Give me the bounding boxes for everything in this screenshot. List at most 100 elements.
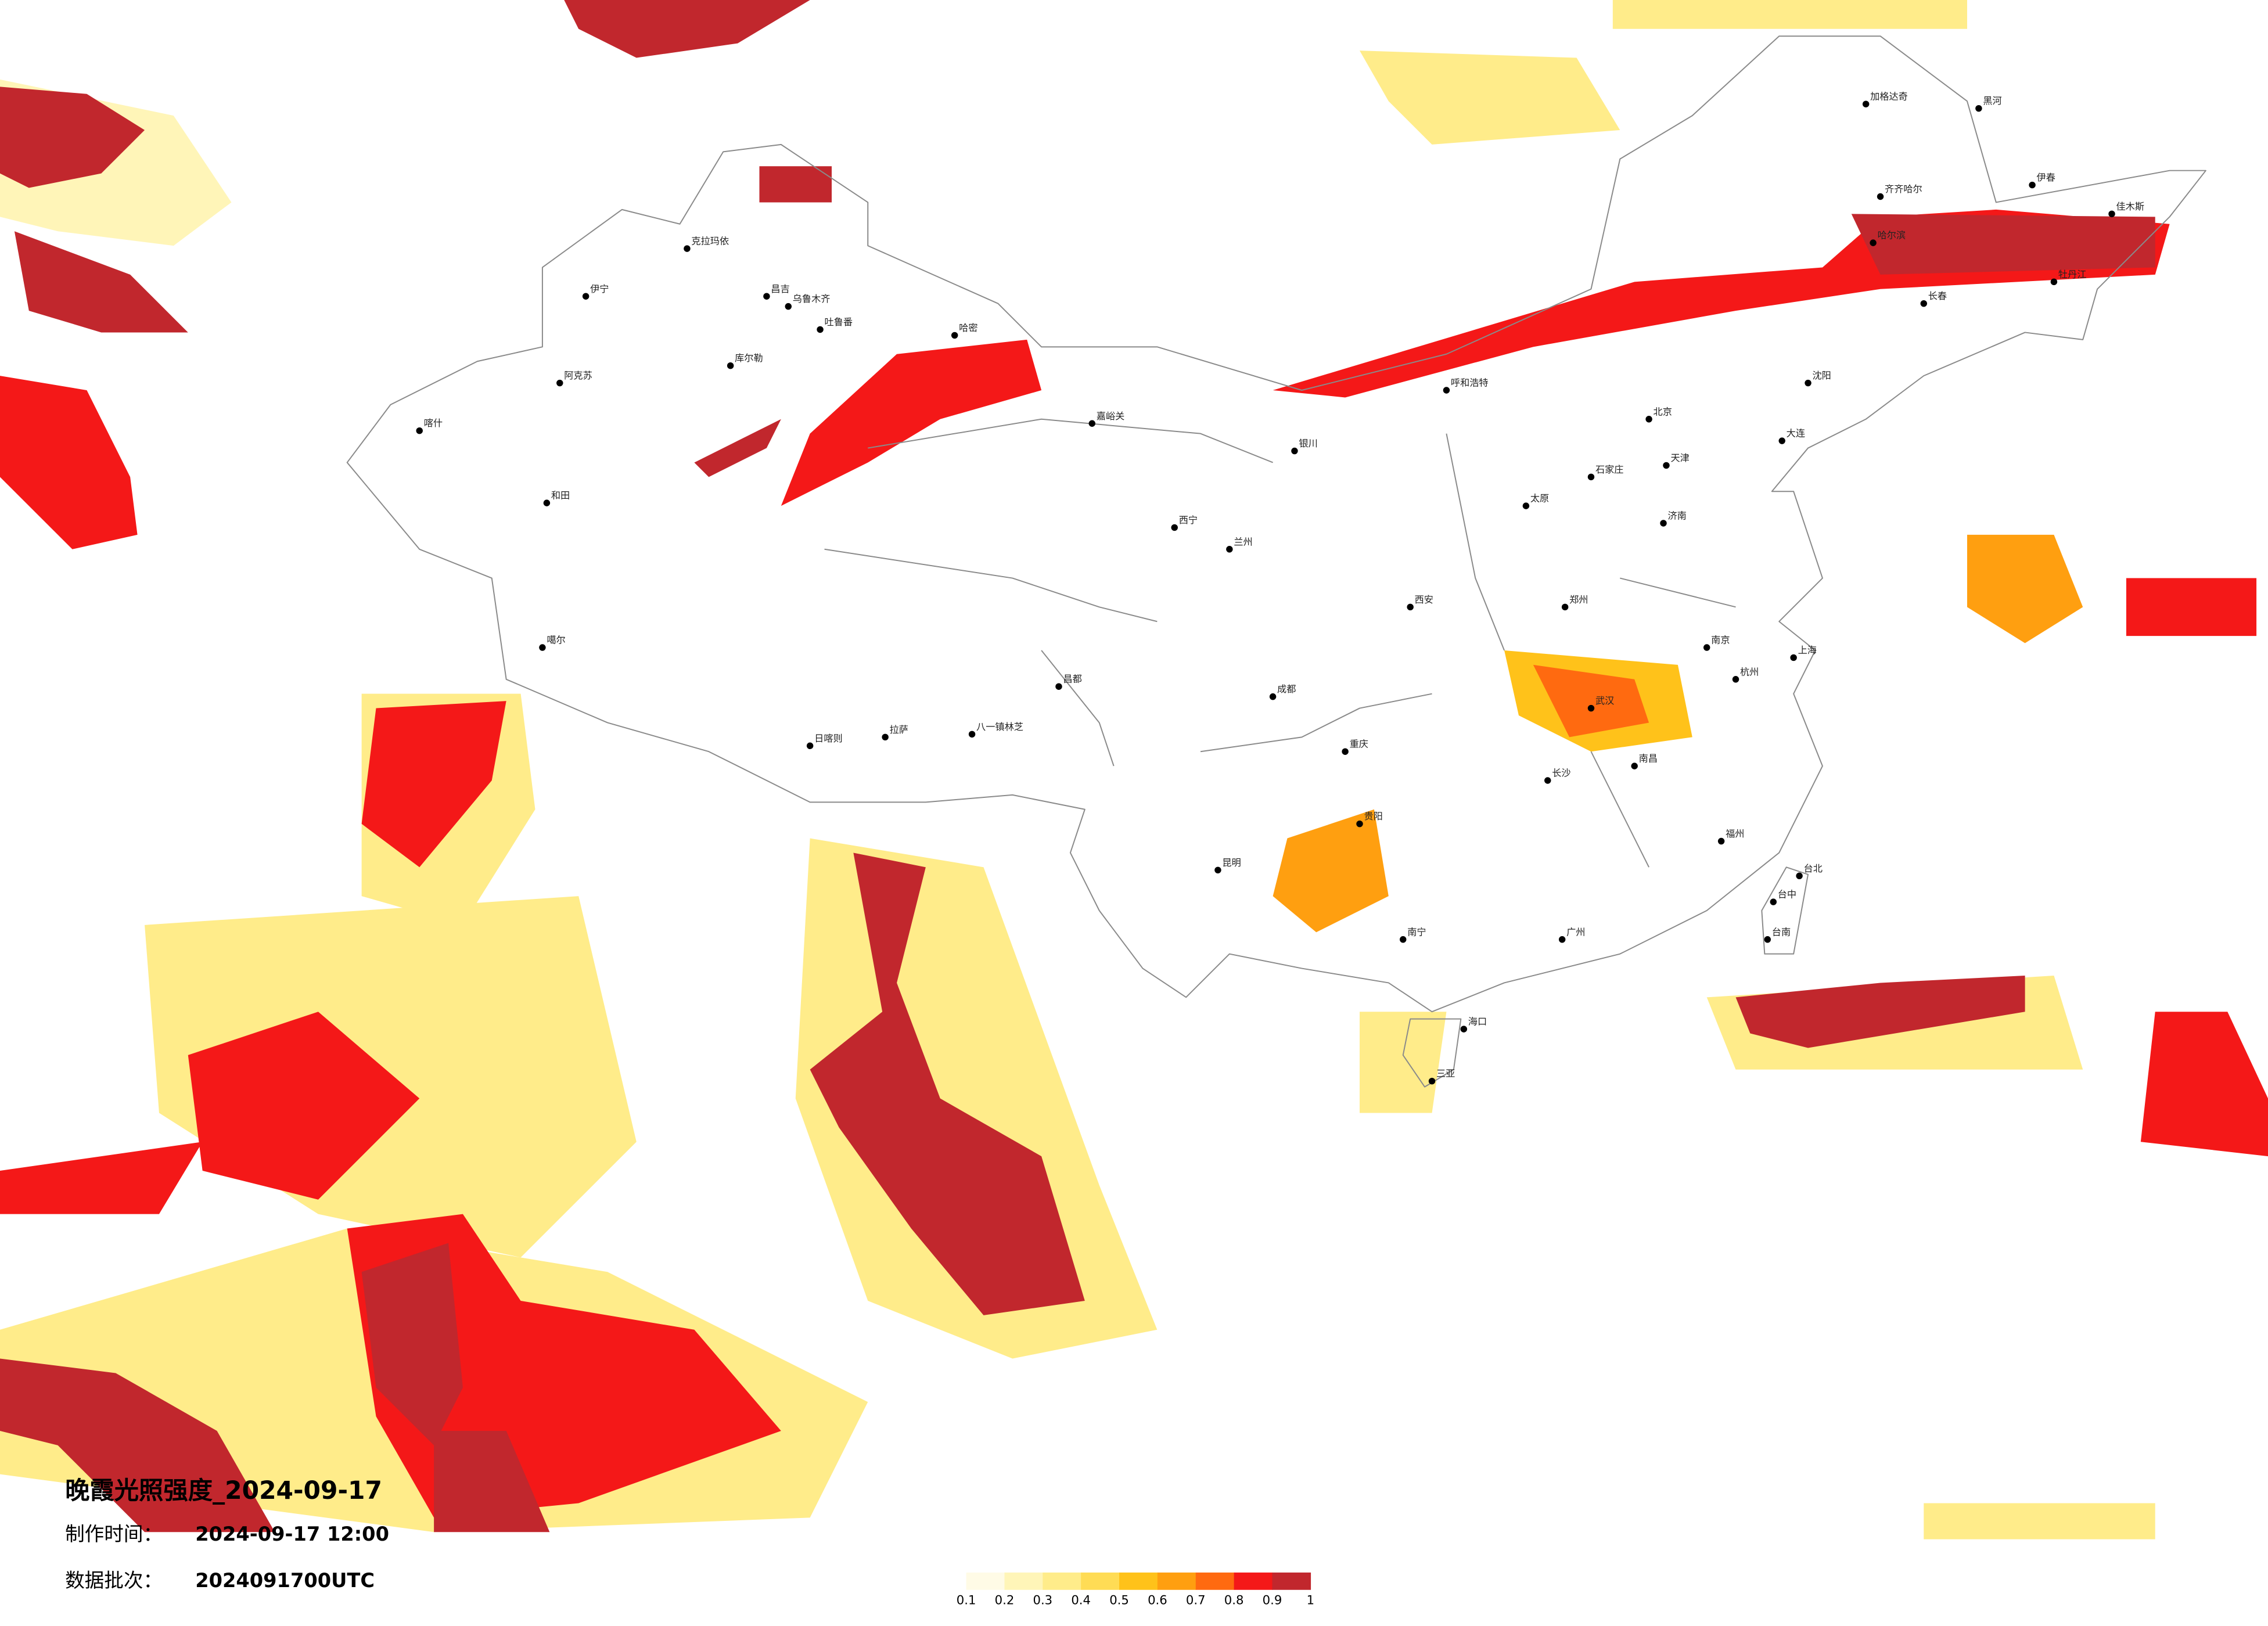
- city-dot: [882, 733, 889, 741]
- province-boundary: [824, 418, 1736, 868]
- city-label: 南京: [1711, 635, 1730, 646]
- city-dot: [543, 499, 551, 506]
- city-dot: [1214, 866, 1221, 874]
- city-dot: [1460, 1026, 1468, 1033]
- haze-layer: [0, 0, 2268, 1539]
- city-label: 上海: [1798, 645, 1817, 656]
- city-label: 福州: [1726, 828, 1744, 839]
- city-label: 伊春: [2037, 172, 2055, 183]
- legend-tick-label: 1: [1307, 1593, 1314, 1607]
- city-label: 吐鲁番: [825, 316, 853, 328]
- city-label: 噶尔: [547, 635, 565, 646]
- city-label: 克拉玛依: [691, 236, 729, 247]
- legend-tick-label: 0.8: [1224, 1593, 1244, 1607]
- city-label: 武汉: [1595, 695, 1614, 706]
- haze-area: [14, 231, 188, 333]
- legend-swatch: [1043, 1572, 1081, 1590]
- city-dot: [785, 303, 792, 310]
- legend-swatch: [1157, 1572, 1196, 1590]
- city-dot: [416, 427, 423, 434]
- legend-tick-label: 0.6: [1148, 1593, 1167, 1607]
- haze-area: [0, 87, 145, 188]
- city-dot: [684, 245, 691, 252]
- haze-area: [361, 1243, 463, 1445]
- city-label: 兰州: [1234, 536, 1252, 547]
- haze-area: [1735, 976, 2025, 1048]
- info-label: 制作时间：: [65, 1523, 163, 1545]
- city-label: 八一镇林芝: [976, 721, 1023, 732]
- city-dot: [1356, 820, 1363, 828]
- legend-swatch: [1195, 1572, 1235, 1590]
- city-label: 西安: [1415, 594, 1433, 605]
- info-label: 数据批次：: [65, 1569, 163, 1592]
- city-dot: [1778, 437, 1785, 444]
- city-label: 哈尔滨: [1878, 230, 1906, 241]
- city-label: 大连: [1787, 428, 1805, 439]
- city-dot: [1342, 748, 1349, 755]
- city-dot: [1269, 693, 1277, 700]
- city-dot: [1522, 502, 1530, 509]
- city-dot: [1862, 100, 1870, 107]
- city-label: 银川: [1299, 438, 1317, 449]
- city-label: 伊宁: [590, 283, 609, 294]
- haze-area: [2126, 578, 2257, 636]
- city-dot: [1645, 416, 1652, 423]
- city-label: 长沙: [1552, 768, 1570, 779]
- city-dot: [1561, 603, 1569, 611]
- legend-tick-label: 0.1: [957, 1593, 976, 1607]
- info-value: 2024-09-17 12:00: [195, 1523, 389, 1545]
- city-dot: [1407, 603, 1414, 611]
- haze-area: [2140, 1012, 2268, 1157]
- city-label: 台中: [1778, 889, 1796, 900]
- city-dot: [763, 293, 770, 300]
- haze-area: [810, 852, 1085, 1315]
- city-dot: [1703, 644, 1710, 651]
- legend-swatch: [1234, 1572, 1273, 1590]
- city-label: 加格达奇: [1870, 91, 1908, 102]
- city-dot: [1764, 936, 1771, 943]
- haze-area: [1533, 664, 1649, 738]
- haze-area: [361, 701, 506, 868]
- city-dot: [1631, 762, 1638, 769]
- legend-tick-label: 0.9: [1263, 1593, 1282, 1607]
- haze-area: [188, 1012, 420, 1200]
- haze-area: [1924, 1503, 2155, 1539]
- legend-swatch: [1119, 1572, 1158, 1590]
- city-label: 成都: [1277, 684, 1296, 695]
- city-label: 石家庄: [1595, 464, 1624, 475]
- city-label: 阿克苏: [564, 370, 592, 381]
- city-label: 拉萨: [890, 724, 908, 735]
- city-label: 三亚: [1436, 1068, 1455, 1079]
- city-dot: [968, 731, 976, 738]
- city-dot: [2050, 278, 2058, 286]
- haze-area: [0, 1358, 275, 1533]
- city-dot: [817, 326, 824, 333]
- city-label: 郑州: [1569, 594, 1588, 605]
- haze-area: [694, 419, 781, 477]
- city-dot: [1587, 473, 1595, 481]
- haze-area: [564, 0, 810, 58]
- map-title: 晚霞光照强度_2024-09-17: [65, 1476, 382, 1505]
- city-label: 西宁: [1179, 515, 1198, 526]
- city-dot: [556, 379, 563, 387]
- city-label: 海口: [1468, 1016, 1487, 1027]
- legend-swatch: [966, 1572, 1005, 1590]
- city-dot: [951, 332, 958, 339]
- city-dot: [1055, 683, 1062, 690]
- city-label: 杭州: [1740, 666, 1759, 677]
- haze-area: [1360, 1012, 1447, 1113]
- city-dot: [1660, 520, 1667, 527]
- city-dot: [1790, 654, 1797, 661]
- city-dot: [1587, 704, 1595, 712]
- city-label: 济南: [1667, 510, 1686, 521]
- boundaries: [346, 35, 2206, 1088]
- legend: 0.1 0.2 0.3 0.4 0.5 0.6 0.7 0.8 0.9 1: [957, 1572, 1314, 1607]
- city-label: 喀什: [424, 418, 443, 429]
- city-dot: [1975, 105, 1982, 112]
- city-dot: [1663, 462, 1670, 469]
- city-dot: [1805, 379, 1811, 387]
- legend-tick-label: 0.7: [1186, 1593, 1206, 1607]
- city-label: 呼和浩特: [1451, 377, 1489, 388]
- city-label: 佳木斯: [2116, 201, 2145, 212]
